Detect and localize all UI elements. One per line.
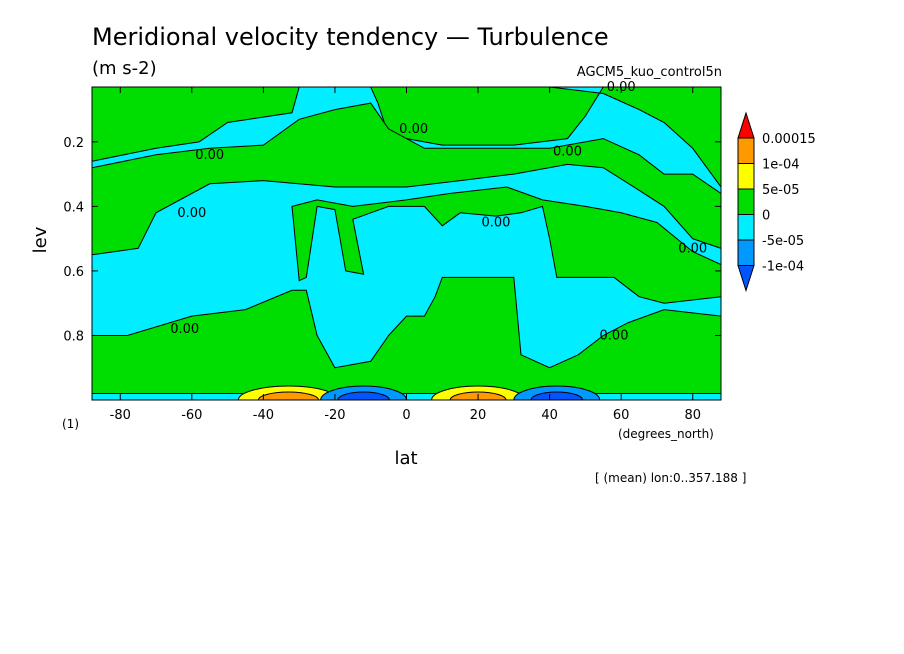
colorbar-segment-3 [737, 188, 755, 215]
colorbar-label-2: 5e-05 [762, 183, 800, 198]
positive-region-1 [370, 87, 721, 188]
colorbar-label-1: 1e-04 [762, 158, 800, 173]
x-tick-label-0: 0 [402, 408, 410, 423]
x-tick-label-60: 60 [613, 408, 630, 423]
field-regions [92, 87, 721, 394]
colorbar-segment-2 [737, 163, 755, 190]
positive-region-2 [92, 102, 721, 256]
colorbar-segment-4 [737, 214, 755, 241]
y-axis-label: lev [30, 226, 51, 253]
y-axis-ticks: 0.2 0.4 0.6 0.8 [63, 136, 721, 344]
positive-region-0 [92, 87, 300, 162]
colorbar-label-4: -5e-05 [762, 234, 804, 249]
chart-units: (m s-2) [92, 58, 157, 79]
x-tick-label-40: 40 [541, 408, 558, 423]
colorbar: 0.00015 1e-04 5e-05 0 -5e-05 -1e-04 [737, 111, 816, 293]
colorbar-label-3: 0 [762, 209, 770, 224]
contour-label-6: 0.00 [170, 322, 199, 337]
contour-label-5: 0.00 [678, 241, 707, 256]
colorbar-bottom-arrow [737, 265, 755, 293]
x-tick-label--80: -80 [110, 408, 131, 423]
x-tick-label-20: 20 [470, 408, 487, 423]
contour-label-4: 0.00 [481, 216, 510, 231]
x-axis-units: (degrees_north) [618, 427, 714, 441]
x-tick-label-80: 80 [684, 408, 701, 423]
colorbar-segment-5 [737, 239, 755, 266]
y-tick-label-0.2: 0.2 [63, 136, 84, 151]
contour-label-8: 0.00 [607, 80, 636, 95]
x-tick-label--40: -40 [253, 408, 274, 423]
north-negative-core-inner [530, 391, 584, 400]
south-negative-core-inner [337, 391, 390, 400]
contour-label-2: 0.00 [553, 145, 582, 160]
contour-label-0: 0.00 [399, 122, 428, 137]
x-tick-label--20: -20 [324, 408, 345, 423]
contour-label-3: 0.00 [177, 206, 206, 221]
contour-labels: 0.00 0.00 0.00 0.00 0.00 0.00 0.00 0.00 0.00 [170, 80, 707, 343]
x-axis-ticks: -80 -60 -40 -20 0 20 40 60 80 [110, 87, 701, 423]
chart-title: Meridional velocity tendency — Turbulenc… [92, 23, 609, 51]
y-axis-units: (1) [62, 417, 79, 431]
colorbar-top-arrow [737, 111, 755, 139]
contour-label-1: 0.00 [195, 148, 224, 163]
x-axis-label: lat [394, 448, 417, 469]
colorbar-label-0: 0.00015 [762, 132, 816, 147]
colorbar-segment-1 [737, 137, 755, 164]
contour-label-7: 0.00 [600, 328, 629, 343]
positive-region-4 [92, 276, 721, 394]
south-positive-core-inner [257, 391, 319, 400]
footer-label: [ (mean) lon:0..357.188 ] [595, 471, 746, 485]
dataset-label: AGCM5_kuo_control5n [577, 65, 722, 80]
positive-region-3 [291, 186, 721, 304]
y-tick-label-0.8: 0.8 [63, 329, 84, 344]
x-tick-label--60: -60 [181, 408, 202, 423]
colorbar-label-5: -1e-04 [762, 260, 804, 275]
y-tick-label-0.6: 0.6 [63, 265, 84, 280]
y-tick-label-0.4: 0.4 [63, 200, 84, 215]
